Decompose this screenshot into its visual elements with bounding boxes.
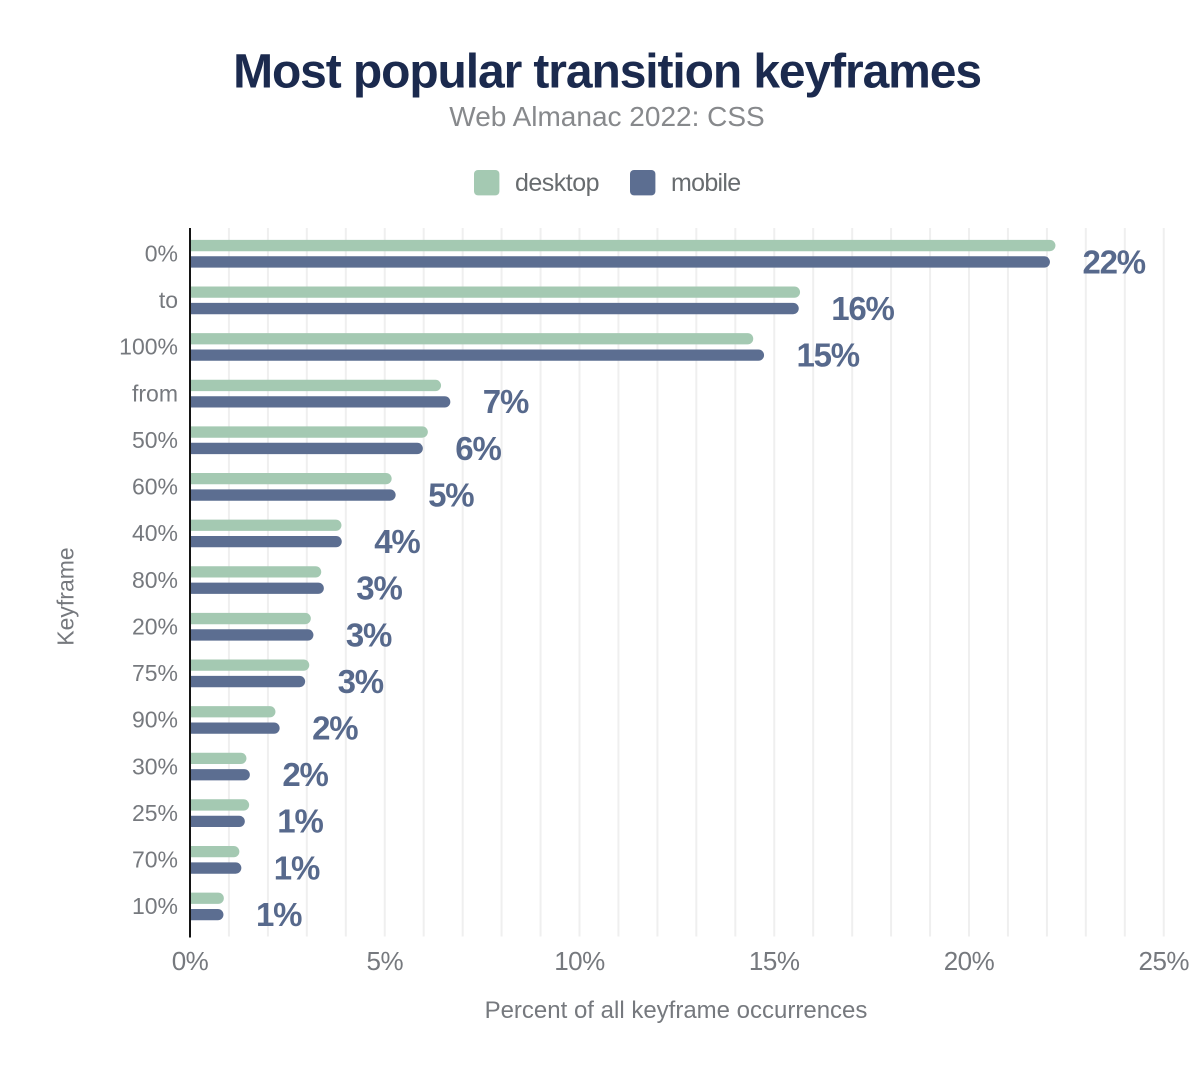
svg-text:4%: 4%	[374, 523, 420, 560]
svg-text:Web Almanac 2022: CSS: Web Almanac 2022: CSS	[449, 101, 764, 132]
svg-text:1%: 1%	[277, 803, 323, 840]
svg-text:20%: 20%	[944, 946, 995, 976]
svg-text:80%: 80%	[132, 567, 178, 593]
svg-text:2%: 2%	[282, 756, 328, 793]
svg-text:6%: 6%	[455, 430, 501, 467]
svg-text:30%: 30%	[132, 753, 178, 779]
svg-text:2%: 2%	[312, 710, 358, 747]
svg-text:15%: 15%	[797, 337, 860, 374]
svg-text:25%: 25%	[1139, 946, 1190, 976]
svg-text:60%: 60%	[132, 474, 178, 500]
svg-text:7%: 7%	[483, 383, 529, 420]
svg-text:desktop: desktop	[515, 169, 599, 197]
svg-text:5%: 5%	[367, 946, 404, 976]
svg-text:to: to	[159, 287, 178, 313]
svg-text:Keyframe: Keyframe	[53, 547, 79, 645]
svg-text:0%: 0%	[145, 241, 178, 267]
svg-text:Percent of all keyframe occurr: Percent of all keyframe occurrences	[485, 997, 868, 1024]
svg-text:25%: 25%	[132, 800, 178, 826]
svg-text:3%: 3%	[338, 663, 384, 700]
svg-text:mobile: mobile	[671, 169, 740, 197]
svg-text:1%: 1%	[256, 896, 302, 933]
svg-text:22%: 22%	[1083, 243, 1146, 280]
svg-text:from: from	[132, 380, 178, 406]
svg-text:10%: 10%	[554, 946, 605, 976]
svg-text:16%: 16%	[831, 290, 894, 327]
svg-text:75%: 75%	[132, 660, 178, 686]
svg-text:1%: 1%	[274, 849, 320, 886]
svg-text:40%: 40%	[132, 520, 178, 546]
svg-text:Most popular transition keyfra: Most popular transition keyframes	[233, 46, 981, 99]
svg-text:3%: 3%	[356, 570, 402, 607]
svg-text:15%: 15%	[749, 946, 800, 976]
svg-text:20%: 20%	[132, 614, 178, 640]
svg-text:3%: 3%	[346, 616, 392, 653]
svg-text:10%: 10%	[132, 893, 178, 919]
svg-text:70%: 70%	[132, 847, 178, 873]
svg-text:5%: 5%	[428, 476, 474, 513]
svg-text:0%: 0%	[172, 946, 209, 976]
svg-text:90%: 90%	[132, 707, 178, 733]
svg-text:100%: 100%	[119, 334, 178, 360]
svg-text:50%: 50%	[132, 427, 178, 453]
